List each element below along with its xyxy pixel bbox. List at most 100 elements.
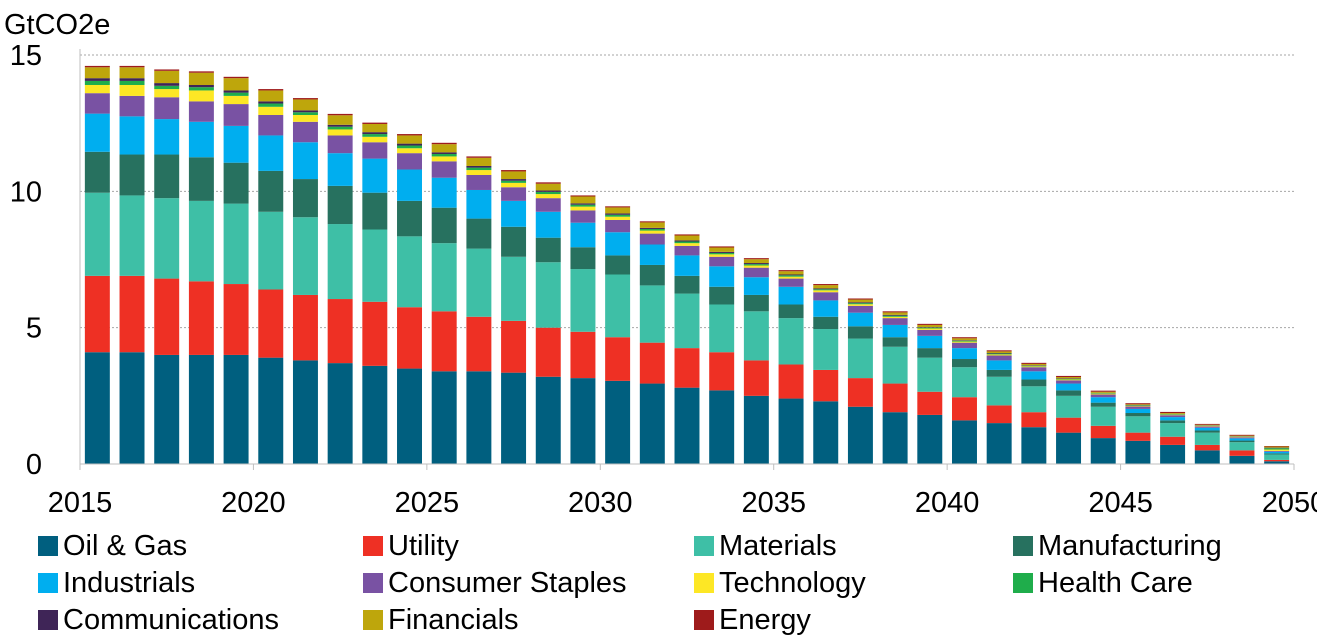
bar-segment xyxy=(639,221,665,223)
bar-segment xyxy=(1021,367,1047,372)
bar-segment xyxy=(986,351,1012,354)
bar-segment xyxy=(327,115,353,125)
x-tick-label: 2045 xyxy=(1088,487,1153,519)
bar-segment xyxy=(709,352,735,391)
bar-segment xyxy=(605,274,631,338)
bar-segment xyxy=(813,401,839,464)
legend-swatch xyxy=(1013,573,1033,593)
bar-segment xyxy=(1229,450,1255,456)
bar-segment xyxy=(535,183,561,191)
bar-segment xyxy=(84,80,110,85)
bar-segment xyxy=(466,156,492,158)
bar-segment xyxy=(535,211,561,238)
bar-segment xyxy=(535,191,561,195)
bar-segment xyxy=(292,98,318,100)
bar-segment xyxy=(362,192,388,230)
bar-segment xyxy=(1264,451,1290,454)
bar-segment xyxy=(570,210,596,223)
y-tick-label: 10 xyxy=(10,176,42,208)
bar-segment xyxy=(952,420,977,464)
bar-segment xyxy=(709,247,735,252)
bar-segment xyxy=(986,369,1012,377)
bar-segment xyxy=(674,241,700,244)
legend-label: Manufacturing xyxy=(1038,530,1222,562)
bar-segment xyxy=(223,354,249,464)
bar-segment xyxy=(188,87,214,91)
bar-segment xyxy=(535,194,561,199)
bar-segment xyxy=(397,236,422,308)
bar-segment xyxy=(639,230,665,234)
bar-segment xyxy=(501,179,527,181)
bar-segment xyxy=(1194,444,1220,451)
bar-segment xyxy=(119,78,145,81)
bar-segment xyxy=(674,235,700,241)
bar-segment xyxy=(917,391,943,415)
bar-segment xyxy=(1264,461,1290,464)
x-tick-label: 2015 xyxy=(48,487,113,519)
bar-segment xyxy=(1056,383,1082,391)
bar-segment xyxy=(466,157,492,166)
bar-segment xyxy=(674,243,700,246)
bar-segment xyxy=(258,90,284,102)
bar-segment xyxy=(223,90,249,93)
legend-item: Industrials xyxy=(38,565,195,601)
bar-segment xyxy=(84,67,110,79)
bar-segment xyxy=(1021,412,1047,428)
bar-segment xyxy=(882,314,908,316)
bar-segment xyxy=(709,256,735,267)
bar-segment xyxy=(1056,377,1082,379)
bar-segment xyxy=(431,311,457,372)
bar-segment xyxy=(292,110,318,113)
bar-segment xyxy=(223,104,249,126)
bar-segment xyxy=(1021,386,1047,413)
bar-segment xyxy=(778,286,804,305)
bar-segment xyxy=(986,355,1012,361)
bar-segment xyxy=(952,337,977,339)
bar-segment xyxy=(223,284,249,355)
bar-segment xyxy=(952,341,977,343)
bar-segment xyxy=(292,121,318,143)
x-tick-label: 2035 xyxy=(741,487,806,519)
bar-segment xyxy=(84,113,110,152)
y-axis-label: GtCO2e xyxy=(4,9,110,41)
bar-segment xyxy=(882,383,908,413)
bar-segment xyxy=(397,148,422,154)
bar-segment xyxy=(1264,447,1290,449)
bar-segment xyxy=(119,275,145,353)
bar-segment xyxy=(188,354,214,464)
bar-segment xyxy=(188,157,214,201)
bar-segment xyxy=(188,101,214,122)
legend-item: Utility xyxy=(363,528,459,564)
bar-segment xyxy=(362,136,388,143)
bar-segment xyxy=(847,406,873,464)
bar-segment xyxy=(917,323,943,325)
bar-segment xyxy=(292,114,318,122)
y-tick-label: 5 xyxy=(26,313,42,345)
bar-segment xyxy=(1090,425,1116,439)
legend-swatch xyxy=(363,610,383,630)
bar-segment xyxy=(743,267,769,278)
bar-segment xyxy=(639,264,665,286)
bar-segment xyxy=(605,207,631,214)
bar-segment xyxy=(154,198,180,279)
bar-segment xyxy=(1160,411,1186,414)
bar-segment xyxy=(882,316,908,319)
bar-segment xyxy=(986,376,1012,406)
bar-segment xyxy=(986,405,1012,424)
bar-segment xyxy=(952,348,977,360)
bar-segment xyxy=(1021,363,1047,366)
bar-segment xyxy=(431,153,457,157)
bar-segment xyxy=(1160,436,1186,445)
bar-segment xyxy=(639,228,665,231)
bar-segment xyxy=(362,134,388,137)
bar-segment xyxy=(709,304,735,353)
bar-segment xyxy=(466,189,492,219)
bar-segment xyxy=(986,350,1012,352)
bar-segment xyxy=(570,206,596,211)
bar-segment xyxy=(709,266,735,287)
bar-segment xyxy=(292,142,318,180)
legend-item: Energy xyxy=(694,602,811,638)
axes xyxy=(79,49,1295,470)
bar-segment xyxy=(639,285,665,343)
bar-segment xyxy=(1021,362,1047,364)
